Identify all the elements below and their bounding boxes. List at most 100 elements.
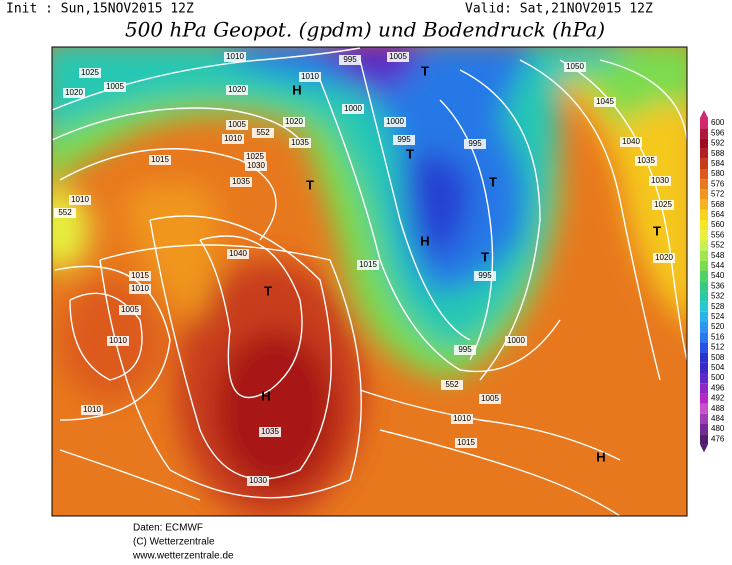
isobar-label: 1015 xyxy=(131,271,149,280)
colorbar-label: 480 xyxy=(711,424,725,433)
colorbar-label: 572 xyxy=(711,190,725,199)
isobar-label: 1015 xyxy=(151,155,169,164)
colorbar-label: 496 xyxy=(711,383,725,392)
colorbar-label: 544 xyxy=(711,261,725,270)
colorbar-swatch xyxy=(700,209,708,220)
colorbar-swatch xyxy=(700,189,708,200)
label-bg xyxy=(652,200,674,210)
colorbar-label: 596 xyxy=(711,128,725,137)
isobar-label: 1015 xyxy=(359,260,377,269)
label-bg xyxy=(357,260,379,270)
isobar-label: 1010 xyxy=(301,72,319,81)
colorbar-swatch xyxy=(700,240,708,251)
colorbar-label: 552 xyxy=(711,241,725,250)
label-bg xyxy=(620,137,642,147)
label-bg xyxy=(393,135,415,145)
label-bg xyxy=(149,155,171,165)
colorbar-swatch xyxy=(700,393,708,404)
isobar-label: 1010 xyxy=(109,336,127,345)
colorbar-swatch xyxy=(700,179,708,190)
colorbar-label: 548 xyxy=(711,251,725,260)
colorbar-swatch xyxy=(700,230,708,241)
isobar-label: 1000 xyxy=(386,117,404,126)
colorbar-label: 512 xyxy=(711,343,725,352)
isobar-label: 552 xyxy=(58,208,72,217)
isobar-label: 1035 xyxy=(291,138,309,147)
label-bg xyxy=(244,152,266,162)
colorbar-label: 476 xyxy=(711,434,725,443)
label-bg xyxy=(479,394,501,404)
label-bg xyxy=(635,156,657,166)
label-bg xyxy=(464,139,486,149)
isobar-label: 1010 xyxy=(83,405,101,414)
label-bg xyxy=(129,271,151,281)
colorbar-swatch xyxy=(700,434,708,445)
isobar-label: 1020 xyxy=(285,117,303,126)
label-bg xyxy=(339,55,361,65)
colorbar-swatch xyxy=(700,281,708,292)
colorbar-arrow xyxy=(700,110,708,118)
label-bg xyxy=(289,138,311,148)
footer-source: Daten: ECMWF xyxy=(133,523,203,534)
colorbar-label: 592 xyxy=(711,139,725,148)
colorbar-swatch xyxy=(700,383,708,394)
isobar-label: 1030 xyxy=(247,161,265,170)
colorbar-label: 568 xyxy=(711,200,725,209)
isobar-label: 1005 xyxy=(121,305,139,314)
colorbar-swatch xyxy=(700,311,708,322)
isobar-label: 1005 xyxy=(228,120,246,129)
colorbar-label: 584 xyxy=(711,159,725,168)
colorbar-swatch xyxy=(700,413,708,424)
isobar-label: 995 xyxy=(478,271,492,280)
label-bg xyxy=(226,120,248,130)
pressure-center: T xyxy=(653,223,661,238)
label-bg xyxy=(594,97,616,107)
colorbar-swatch xyxy=(700,362,708,373)
colorbar-label: 576 xyxy=(711,179,725,188)
colorbar-swatch xyxy=(700,138,708,149)
colorbar-label: 488 xyxy=(711,404,725,413)
colorbar-label: 528 xyxy=(711,302,725,311)
isobar-label: 1035 xyxy=(232,177,250,186)
label-bg xyxy=(259,427,281,437)
isobar-label: 1010 xyxy=(131,284,149,293)
colorbar-swatch xyxy=(700,250,708,261)
isobar-label: 552 xyxy=(256,128,270,137)
colorbar-swatch xyxy=(700,199,708,210)
label-bg xyxy=(107,336,129,346)
colorbar: 6005965925885845805765725685645605565525… xyxy=(700,110,725,453)
colorbar-label: 508 xyxy=(711,353,725,362)
isobar-label: 1025 xyxy=(81,68,99,77)
isobar-label: 1030 xyxy=(249,476,267,485)
colorbar-swatch xyxy=(700,220,708,231)
colorbar-label: 492 xyxy=(711,394,725,403)
colorbar-label: 516 xyxy=(711,332,725,341)
isobar-label: 1010 xyxy=(453,414,471,423)
isobar-label: 1010 xyxy=(224,134,242,143)
label-bg xyxy=(222,134,244,144)
isobar-label: 1000 xyxy=(344,104,362,113)
pressure-center: H xyxy=(261,388,270,403)
label-bg xyxy=(342,104,364,114)
isobars xyxy=(52,47,687,516)
colorbar-swatch xyxy=(700,148,708,159)
init-time: Init : Sun,15NOV2015 12Z xyxy=(6,2,194,17)
isobar-label: 1035 xyxy=(261,427,279,436)
label-bg xyxy=(387,52,409,62)
colorbar-swatch xyxy=(700,342,708,353)
isobar-label: 995 xyxy=(458,345,472,354)
pressure-center: H xyxy=(596,449,605,464)
isobar-label: 1000 xyxy=(507,336,525,345)
colorbar-swatch xyxy=(700,403,708,414)
label-bg xyxy=(79,68,101,78)
colorbar-swatch xyxy=(700,271,708,282)
colorbar-swatch xyxy=(700,169,708,180)
isobar-label: 1005 xyxy=(389,52,407,61)
pressure-center: T xyxy=(489,174,497,189)
label-bg xyxy=(226,85,248,95)
pressure-center: T xyxy=(406,146,414,161)
pressure-center: T xyxy=(421,63,429,78)
colorbar-swatch xyxy=(700,291,708,302)
isobar-label: 1040 xyxy=(229,249,247,258)
